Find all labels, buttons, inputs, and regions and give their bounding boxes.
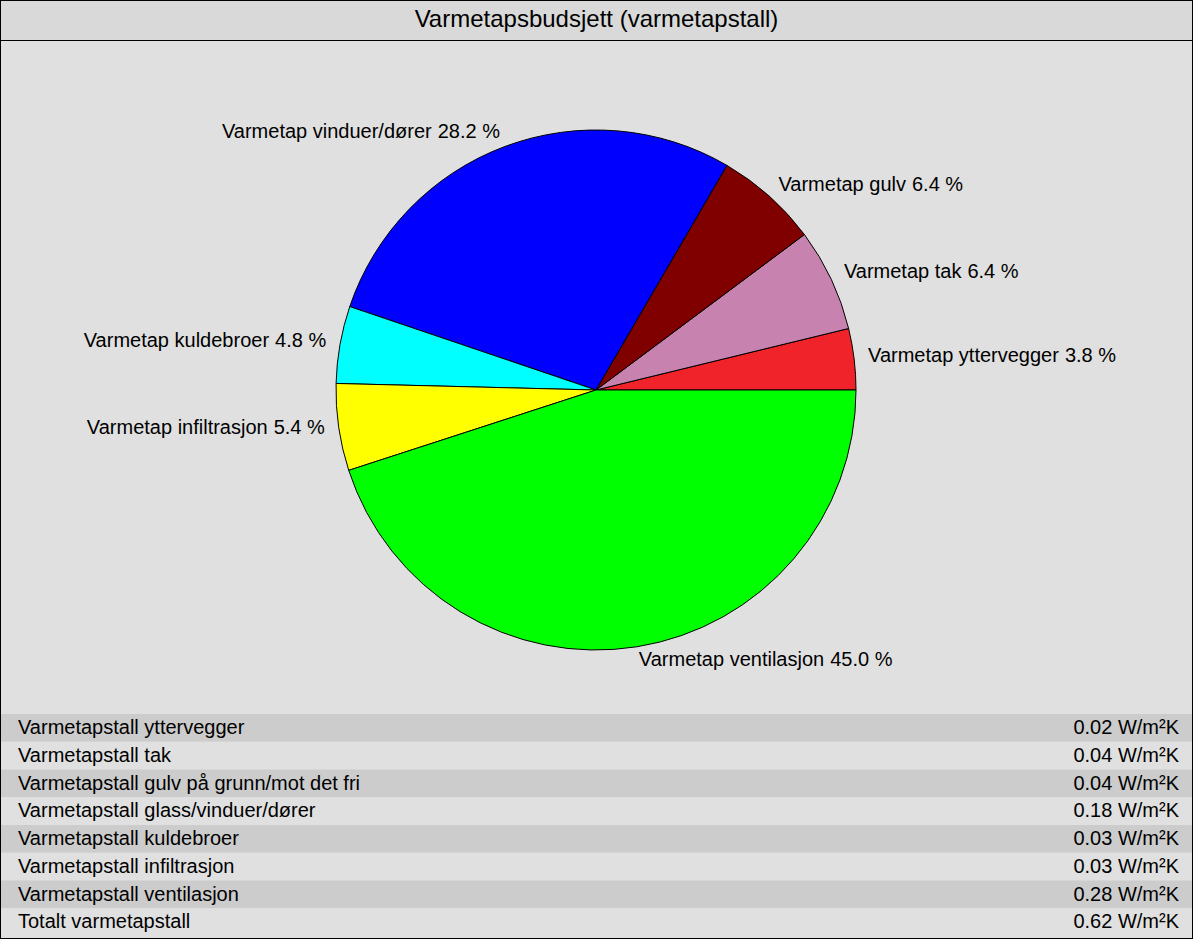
table-row (1, 825, 1192, 853)
slice-category: Varmetap tak (844, 261, 962, 283)
slice-value: 45.0 % (830, 648, 892, 670)
slice-category: Varmetap kuldebroer (84, 329, 270, 351)
table-label: Varmetapstall infiltrasjon (18, 855, 234, 877)
slice-value: 5.4 % (274, 417, 325, 439)
pie-labels: Varmetap yttervegger3.8 %Varmetap tak6.4… (84, 121, 1116, 670)
title: Varmetapsbudsjett (varmetapstall) (415, 5, 779, 32)
frame (1, 1, 1193, 939)
slice-label: Varmetap ventilasjon 45.0 % (639, 648, 893, 670)
pie-slice (336, 307, 596, 390)
table-row (1, 770, 1192, 798)
table-row (1, 881, 1192, 909)
table-value: 0.02 W/m²K (1073, 716, 1179, 738)
slice-value: 28.2 % (438, 121, 500, 143)
slice-value: 4.8 % (275, 329, 326, 351)
table-row (1, 742, 1192, 770)
table-value: 0.28 W/m²K (1073, 883, 1179, 905)
slice-category: Varmetap vinduer/dører (222, 121, 432, 143)
table-label: Totalt varmetapstall (18, 910, 190, 932)
pie (336, 130, 856, 650)
table-row (1, 908, 1192, 936)
slice-category: Varmetap gulv (778, 173, 905, 195)
pie-slice (349, 390, 856, 650)
slice-category: Varmetap ventilasjon (639, 648, 824, 670)
slice-value: 6.4 % (967, 261, 1018, 283)
table-row (1, 853, 1192, 881)
slice-value: 3.8 % (1065, 345, 1116, 367)
title-bar (1, 1, 1193, 41)
table-row (1, 797, 1192, 825)
slice-label: Varmetap tak6.4 % (844, 261, 1019, 283)
table-label: Varmetapstall kuldebroer (18, 827, 239, 849)
table-label: Varmetapstall yttervegger (18, 716, 245, 738)
slice-label: Varmetap yttervegger 3.8 % (868, 345, 1116, 367)
slice-label: Varmetap vinduer/dører 28.2 % (222, 121, 500, 143)
table-label: Varmetapstall gulv på grunn/mot det fri (18, 772, 360, 794)
table-value: 0.62 W/m²K (1073, 910, 1179, 932)
slice-category: Varmetap yttervegger (868, 345, 1059, 367)
table-label: Varmetapstall glass/vinduer/dører (18, 799, 316, 821)
table-row (1, 714, 1192, 742)
slice-label: Varmetap infiltrasjon 5.4 % (87, 417, 325, 439)
table-label: Varmetapstall ventilasjon (18, 883, 239, 905)
slice-category: Varmetap infiltrasjon (87, 417, 268, 439)
page: Varmetapsbudsjett (varmetapstall) Varmeta… (0, 0, 1193, 939)
slice-value: 6.4 % (912, 173, 963, 195)
slice-label: Varmetap kuldebroer4.8 % (84, 329, 327, 351)
table-value: 0.04 W/m²K (1073, 744, 1179, 766)
slice-label: Varmetap gulv 6.4 % (778, 173, 963, 195)
table-value: 0.03 W/m²K (1073, 827, 1179, 849)
table-value: 0.04 W/m²K (1073, 772, 1179, 794)
table-value: 0.18 W/m²K (1073, 799, 1179, 821)
table-value: 0.03 W/m²K (1073, 855, 1179, 877)
table: Varmetapstall yttervegger 0.02 W/m²K Varme… (1, 714, 1192, 936)
background (1, 1, 1193, 939)
table-label: Varmetapstall tak (18, 744, 172, 766)
